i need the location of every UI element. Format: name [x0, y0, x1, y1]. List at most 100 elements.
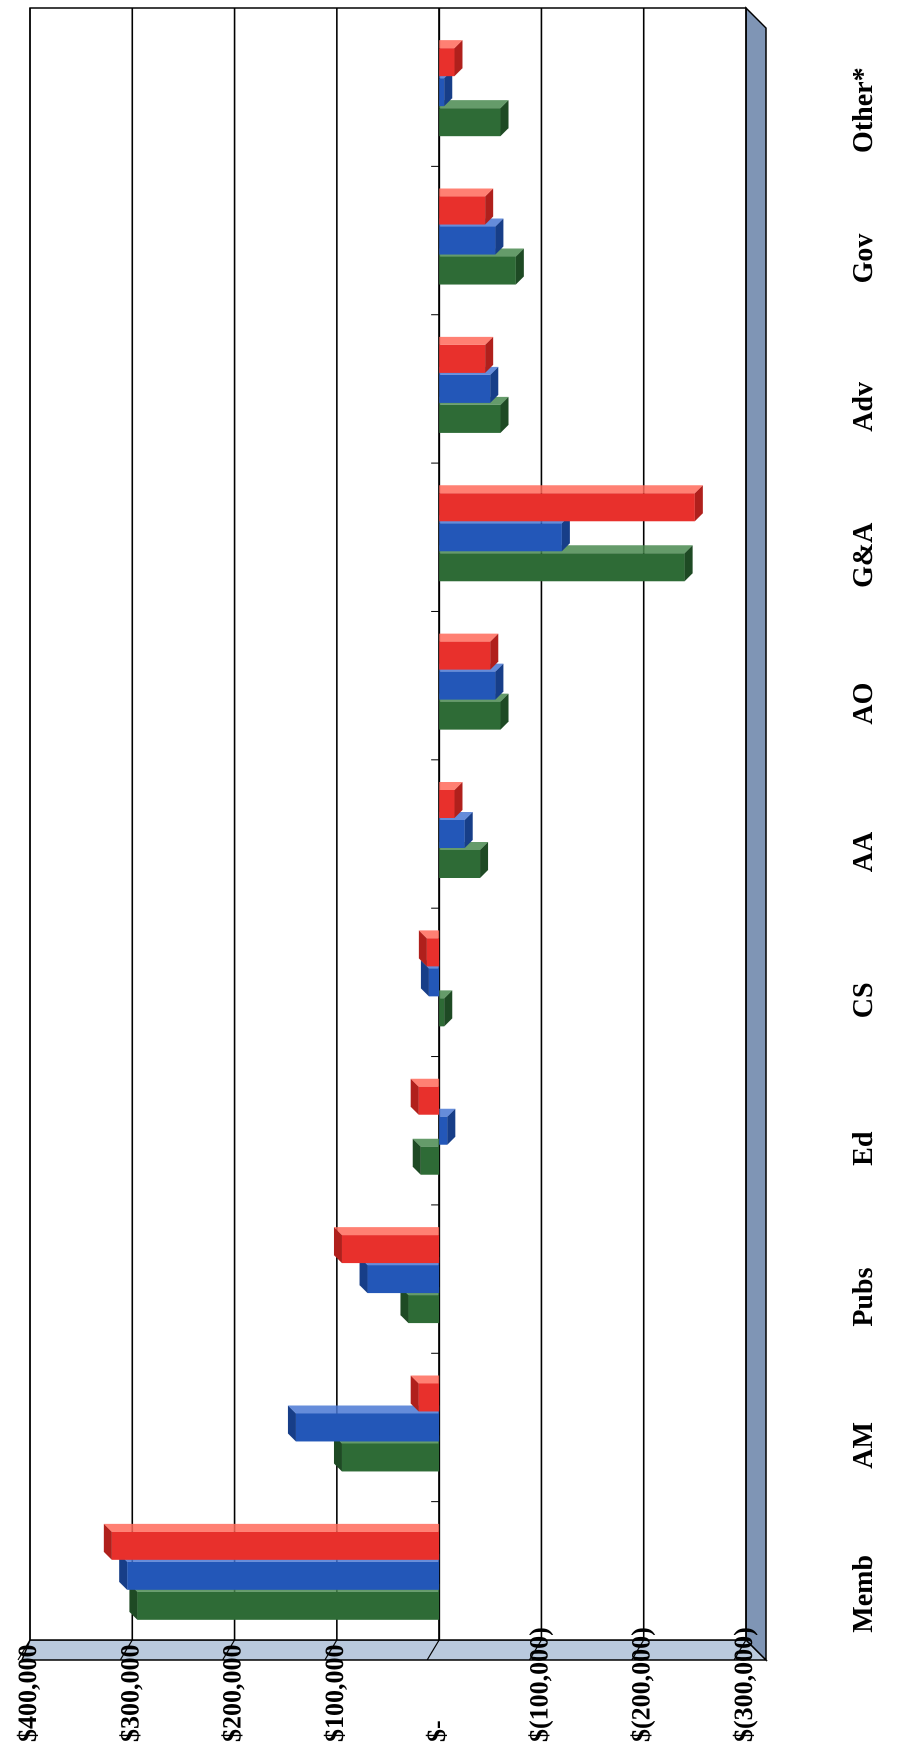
bar-front — [127, 1561, 440, 1590]
bar-front — [426, 938, 440, 967]
bar — [439, 40, 463, 77]
y-tick-label: $(200,000) — [627, 1627, 656, 1742]
bar-side — [515, 248, 524, 285]
bar-front — [418, 1383, 440, 1412]
x-tick-label: Other* — [848, 67, 879, 153]
bar-side — [444, 70, 453, 107]
bar-front — [439, 820, 465, 848]
bar-front — [439, 671, 496, 700]
x-tick-label: Pubs — [848, 1267, 879, 1326]
bar-side — [420, 960, 429, 997]
x-tick-label: AA — [848, 831, 879, 872]
x-tick-label: Ed — [848, 1131, 879, 1166]
bar-top-edge — [439, 782, 463, 790]
bar — [439, 485, 703, 522]
bar-front — [295, 1413, 440, 1442]
bar-top-edge — [410, 1375, 440, 1384]
bar-side — [454, 40, 463, 77]
bar-front — [439, 850, 481, 878]
floor-gridline — [324, 1639, 338, 1661]
bar — [439, 188, 494, 225]
floor-gridline — [222, 1639, 236, 1661]
bar — [103, 1523, 440, 1560]
y-tick-label: $300,000 — [115, 1645, 144, 1743]
x-tick-label: CS — [848, 982, 879, 1018]
bar-side — [684, 545, 693, 582]
bar-front — [439, 196, 486, 225]
bar — [410, 1375, 440, 1412]
bar-side — [444, 990, 453, 1027]
bar-top-edge — [412, 1138, 440, 1147]
bar-top-edge — [439, 336, 494, 345]
bar — [439, 100, 509, 137]
bar-front — [439, 108, 501, 137]
bar — [412, 1138, 440, 1175]
bar-front — [428, 968, 440, 997]
bar-top-edge — [439, 633, 499, 642]
bar — [439, 336, 494, 373]
bar-side — [333, 1435, 342, 1472]
floor-gridline — [528, 1639, 542, 1661]
bar-side — [410, 1078, 419, 1115]
bar-side — [418, 930, 427, 967]
bar — [439, 633, 499, 670]
bar-side — [464, 812, 473, 848]
bar — [287, 1405, 440, 1442]
bar-front — [439, 1116, 448, 1145]
floor-gridline — [17, 1639, 31, 1661]
x-tick-label: Memb — [848, 1555, 879, 1633]
bar-side — [129, 1583, 138, 1620]
bar-side — [490, 633, 499, 670]
bar — [333, 1227, 440, 1264]
y-tick-label: $- — [422, 1720, 451, 1742]
bars — [103, 40, 703, 1620]
x-tick-label: AO — [848, 683, 879, 725]
wall-panel — [29, 7, 747, 1641]
bar-side — [561, 515, 570, 552]
floor-gridline — [426, 1639, 440, 1661]
bar-side — [500, 693, 509, 730]
floor-side-panel — [745, 6, 767, 1662]
bar-front — [439, 256, 516, 285]
bar-side — [485, 188, 494, 225]
bar-side — [495, 663, 504, 700]
bar-top-edge — [333, 1227, 440, 1236]
bar-front — [439, 790, 455, 818]
bar-side — [485, 336, 494, 373]
y-tick-label: $(100,000) — [524, 1627, 553, 1742]
bar-front — [408, 1295, 440, 1324]
bar-front — [418, 1086, 440, 1115]
bar-top-edge — [103, 1523, 440, 1532]
bar-top-edge — [410, 1078, 440, 1087]
bar-side — [500, 100, 509, 137]
bar-top-edge — [418, 930, 440, 939]
bar-front — [439, 374, 491, 403]
x-tick-label: AM — [848, 1422, 879, 1469]
bar-side — [490, 366, 499, 403]
plot-wall — [29, 7, 747, 1641]
bar-side — [410, 1375, 419, 1412]
bar-side — [500, 396, 509, 433]
bar-front — [439, 226, 496, 255]
bar-front — [439, 78, 445, 107]
floor-gridline — [119, 1639, 133, 1661]
bar-side — [694, 485, 703, 522]
bar-top-edge — [439, 990, 453, 999]
bar-front — [137, 1591, 440, 1620]
bar-front — [367, 1265, 440, 1294]
floor-gridline — [631, 1639, 645, 1661]
x-tick-label: G&A — [848, 522, 879, 588]
bar — [439, 1108, 456, 1145]
bar-side — [103, 1523, 112, 1560]
x-tick-label: Adv — [848, 382, 879, 432]
bar — [439, 782, 463, 818]
bar — [439, 990, 453, 1027]
bar-side — [454, 782, 463, 818]
bar-side — [333, 1227, 342, 1264]
bar-side — [480, 842, 489, 878]
bar-side — [119, 1553, 128, 1590]
bar-front — [111, 1531, 440, 1560]
bar-front — [439, 48, 455, 77]
bar-front — [341, 1443, 440, 1472]
